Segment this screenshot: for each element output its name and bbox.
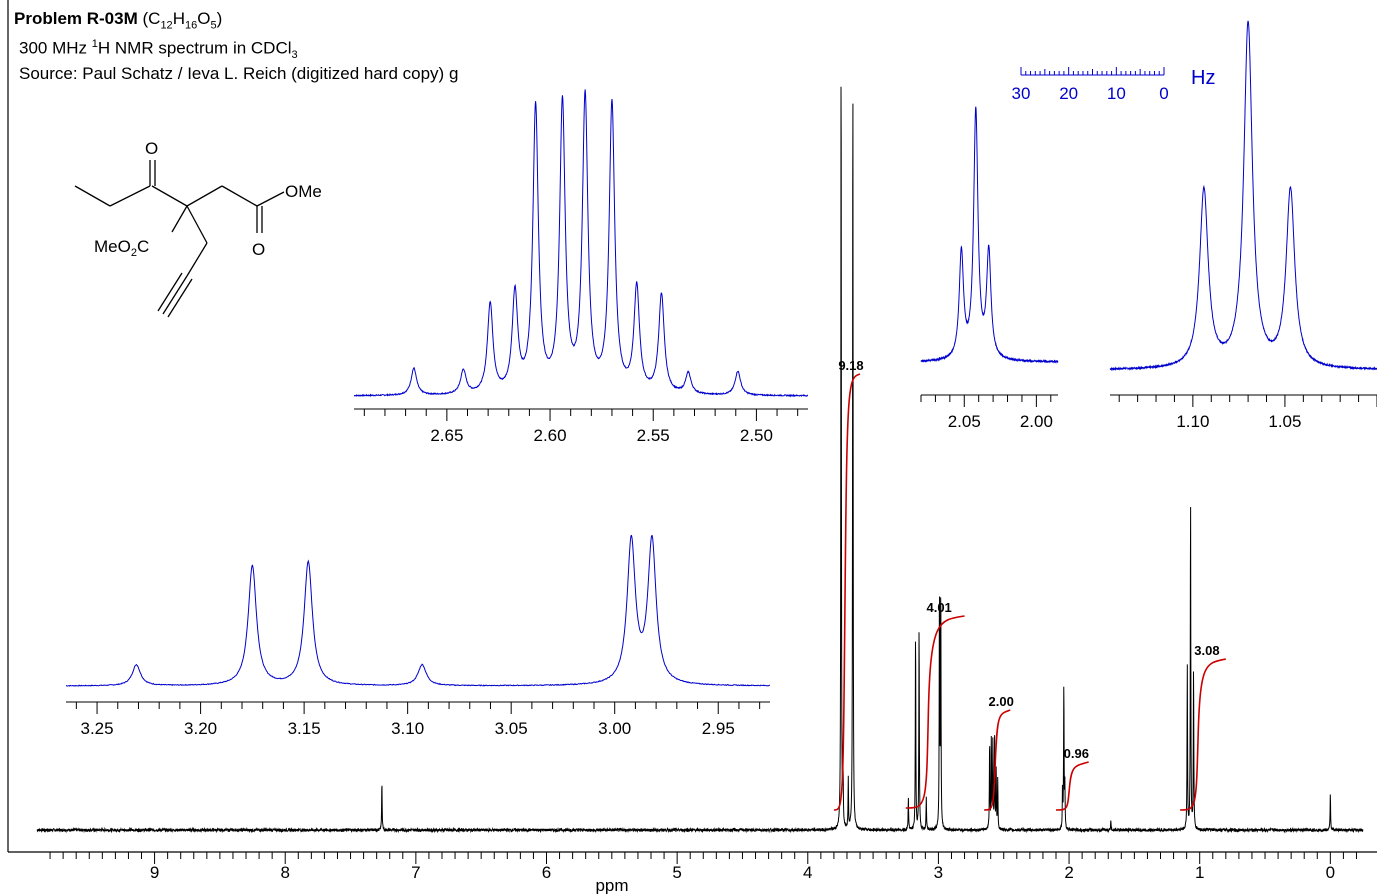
inset-tick-label: 2.55 (637, 426, 670, 445)
spectrum-description: 300 MHz 1H NMR spectrum in CDCl3 (19, 38, 298, 61)
inset-tick-label: 3.00 (598, 719, 631, 738)
hz-scale-label: 0 (1159, 84, 1168, 103)
inset-spectra: 2.65 2.60 2.55 2.50 2.05 2.00 1.10 1.05 3.25 3.20… (65, 20, 1377, 738)
bond-alkyne-2 (157, 272, 183, 312)
hz-scale-label: 10 (1107, 84, 1126, 103)
bond-ketone-quaternary (151, 185, 188, 207)
inset-tick-label: 2.60 (533, 426, 566, 445)
integral-label: 0.96 (1064, 746, 1089, 761)
nucleus-superscript: 1 (91, 38, 98, 50)
integral-curve (833, 373, 861, 811)
hz-scale-label: 20 (1059, 84, 1078, 103)
inset-3.1: 3.25 3.20 3.15 3.10 3.05 3.00 2.95 (65, 534, 771, 738)
inset-tick-label: 2.50 (740, 426, 773, 445)
bond-ch2-ester (221, 185, 258, 207)
integral-curves: 9.18 4.01 2.00 0.96 3.08 (833, 358, 1226, 811)
integral-curve (1180, 658, 1226, 811)
label-ome: OMe (285, 182, 322, 201)
integral-curve (905, 615, 965, 809)
chemical-structure (74, 160, 285, 318)
inset-2.58: 2.65 2.60 2.55 2.50 (353, 89, 809, 445)
x-tick-label: 0 (1326, 863, 1335, 882)
integral-label: 4.01 (926, 600, 951, 615)
inset-trace (353, 89, 809, 398)
inset-tick-label: 1.10 (1176, 412, 1209, 431)
inset-tick-label: 3.10 (391, 719, 424, 738)
problem-label: Problem R-03M (14, 9, 138, 28)
bond-ester-o (256, 191, 285, 207)
label-meo2c: MeO2C (94, 237, 149, 259)
x-tick-label: 1 (1195, 863, 1204, 882)
inset-tick-label: 2.65 (430, 426, 463, 445)
bond-quaternary-ch2 (186, 185, 223, 207)
inset-tick-label: 2.05 (948, 412, 981, 431)
integral-label: 3.08 (1194, 643, 1219, 658)
hz-scale-label: 30 (1012, 84, 1031, 103)
inset-2.04: 2.05 2.00 (920, 106, 1059, 431)
main-ppm-axis: 9 8 7 6 5 4 3 2 1 0 (49, 852, 1357, 882)
bond-ethyl-2 (109, 185, 151, 207)
problem-title: Problem R-03M (C12H16O5) (14, 9, 222, 31)
x-tick-label: 4 (803, 863, 812, 882)
hz-unit-label: Hz (1191, 67, 1215, 89)
spectrum-frequency: 300 MHz (19, 38, 92, 58)
x-tick-label: 9 (150, 863, 159, 882)
bond-quaternary-propargyl (186, 205, 208, 244)
x-tick-label: 8 (280, 863, 289, 882)
inset-tick-label: 2.00 (1020, 412, 1053, 431)
solvent-subscript: 3 (291, 49, 298, 62)
source-line: Source: Paul Schatz / Ieva L. Reich (dig… (19, 64, 459, 83)
integral-curve (984, 709, 1011, 811)
hz-scale-bar: 30 20 10 0 Hz (1012, 67, 1215, 103)
main-spectrum-trace (36, 86, 1364, 834)
inset-tick-label: 3.15 (288, 719, 321, 738)
inset-trace (920, 106, 1059, 364)
main-spectrum (36, 86, 1364, 834)
molecular-formula: (C12H16O5) (142, 9, 223, 32)
label-ketone-o: O (145, 139, 158, 158)
integral-curve (1055, 761, 1089, 811)
x-tick-label: 3 (934, 863, 943, 882)
inset-tick-label: 3.25 (81, 719, 114, 738)
bond-alkyne-1 (162, 275, 188, 315)
spectrum-solvent: H NMR spectrum in CDCl (97, 38, 292, 58)
bond-quaternary-co2me (171, 205, 188, 233)
x-axis-label: ppm (595, 876, 628, 894)
inset-1.07: 1.10 1.05 (1109, 20, 1377, 431)
inset-tick-label: 3.05 (495, 719, 528, 738)
integral-label: 9.18 (838, 358, 863, 373)
bond-propargyl-ch2 (186, 242, 208, 277)
inset-tick-label: 2.95 (702, 719, 735, 738)
inset-tick-label: 1.05 (1268, 412, 1301, 431)
label-ester-o: O (252, 240, 265, 259)
bond-ethyl-1 (74, 185, 111, 207)
x-tick-label: 5 (672, 863, 681, 882)
x-tick-label: 7 (411, 863, 420, 882)
inset-trace (1109, 20, 1377, 372)
bond-alkyne-3 (167, 278, 193, 318)
integral-label: 2.00 (989, 694, 1014, 709)
x-tick-label: 6 (542, 863, 551, 882)
inset-tick-label: 3.20 (184, 719, 217, 738)
x-tick-label: 2 (1064, 863, 1073, 882)
inset-trace (65, 534, 771, 687)
